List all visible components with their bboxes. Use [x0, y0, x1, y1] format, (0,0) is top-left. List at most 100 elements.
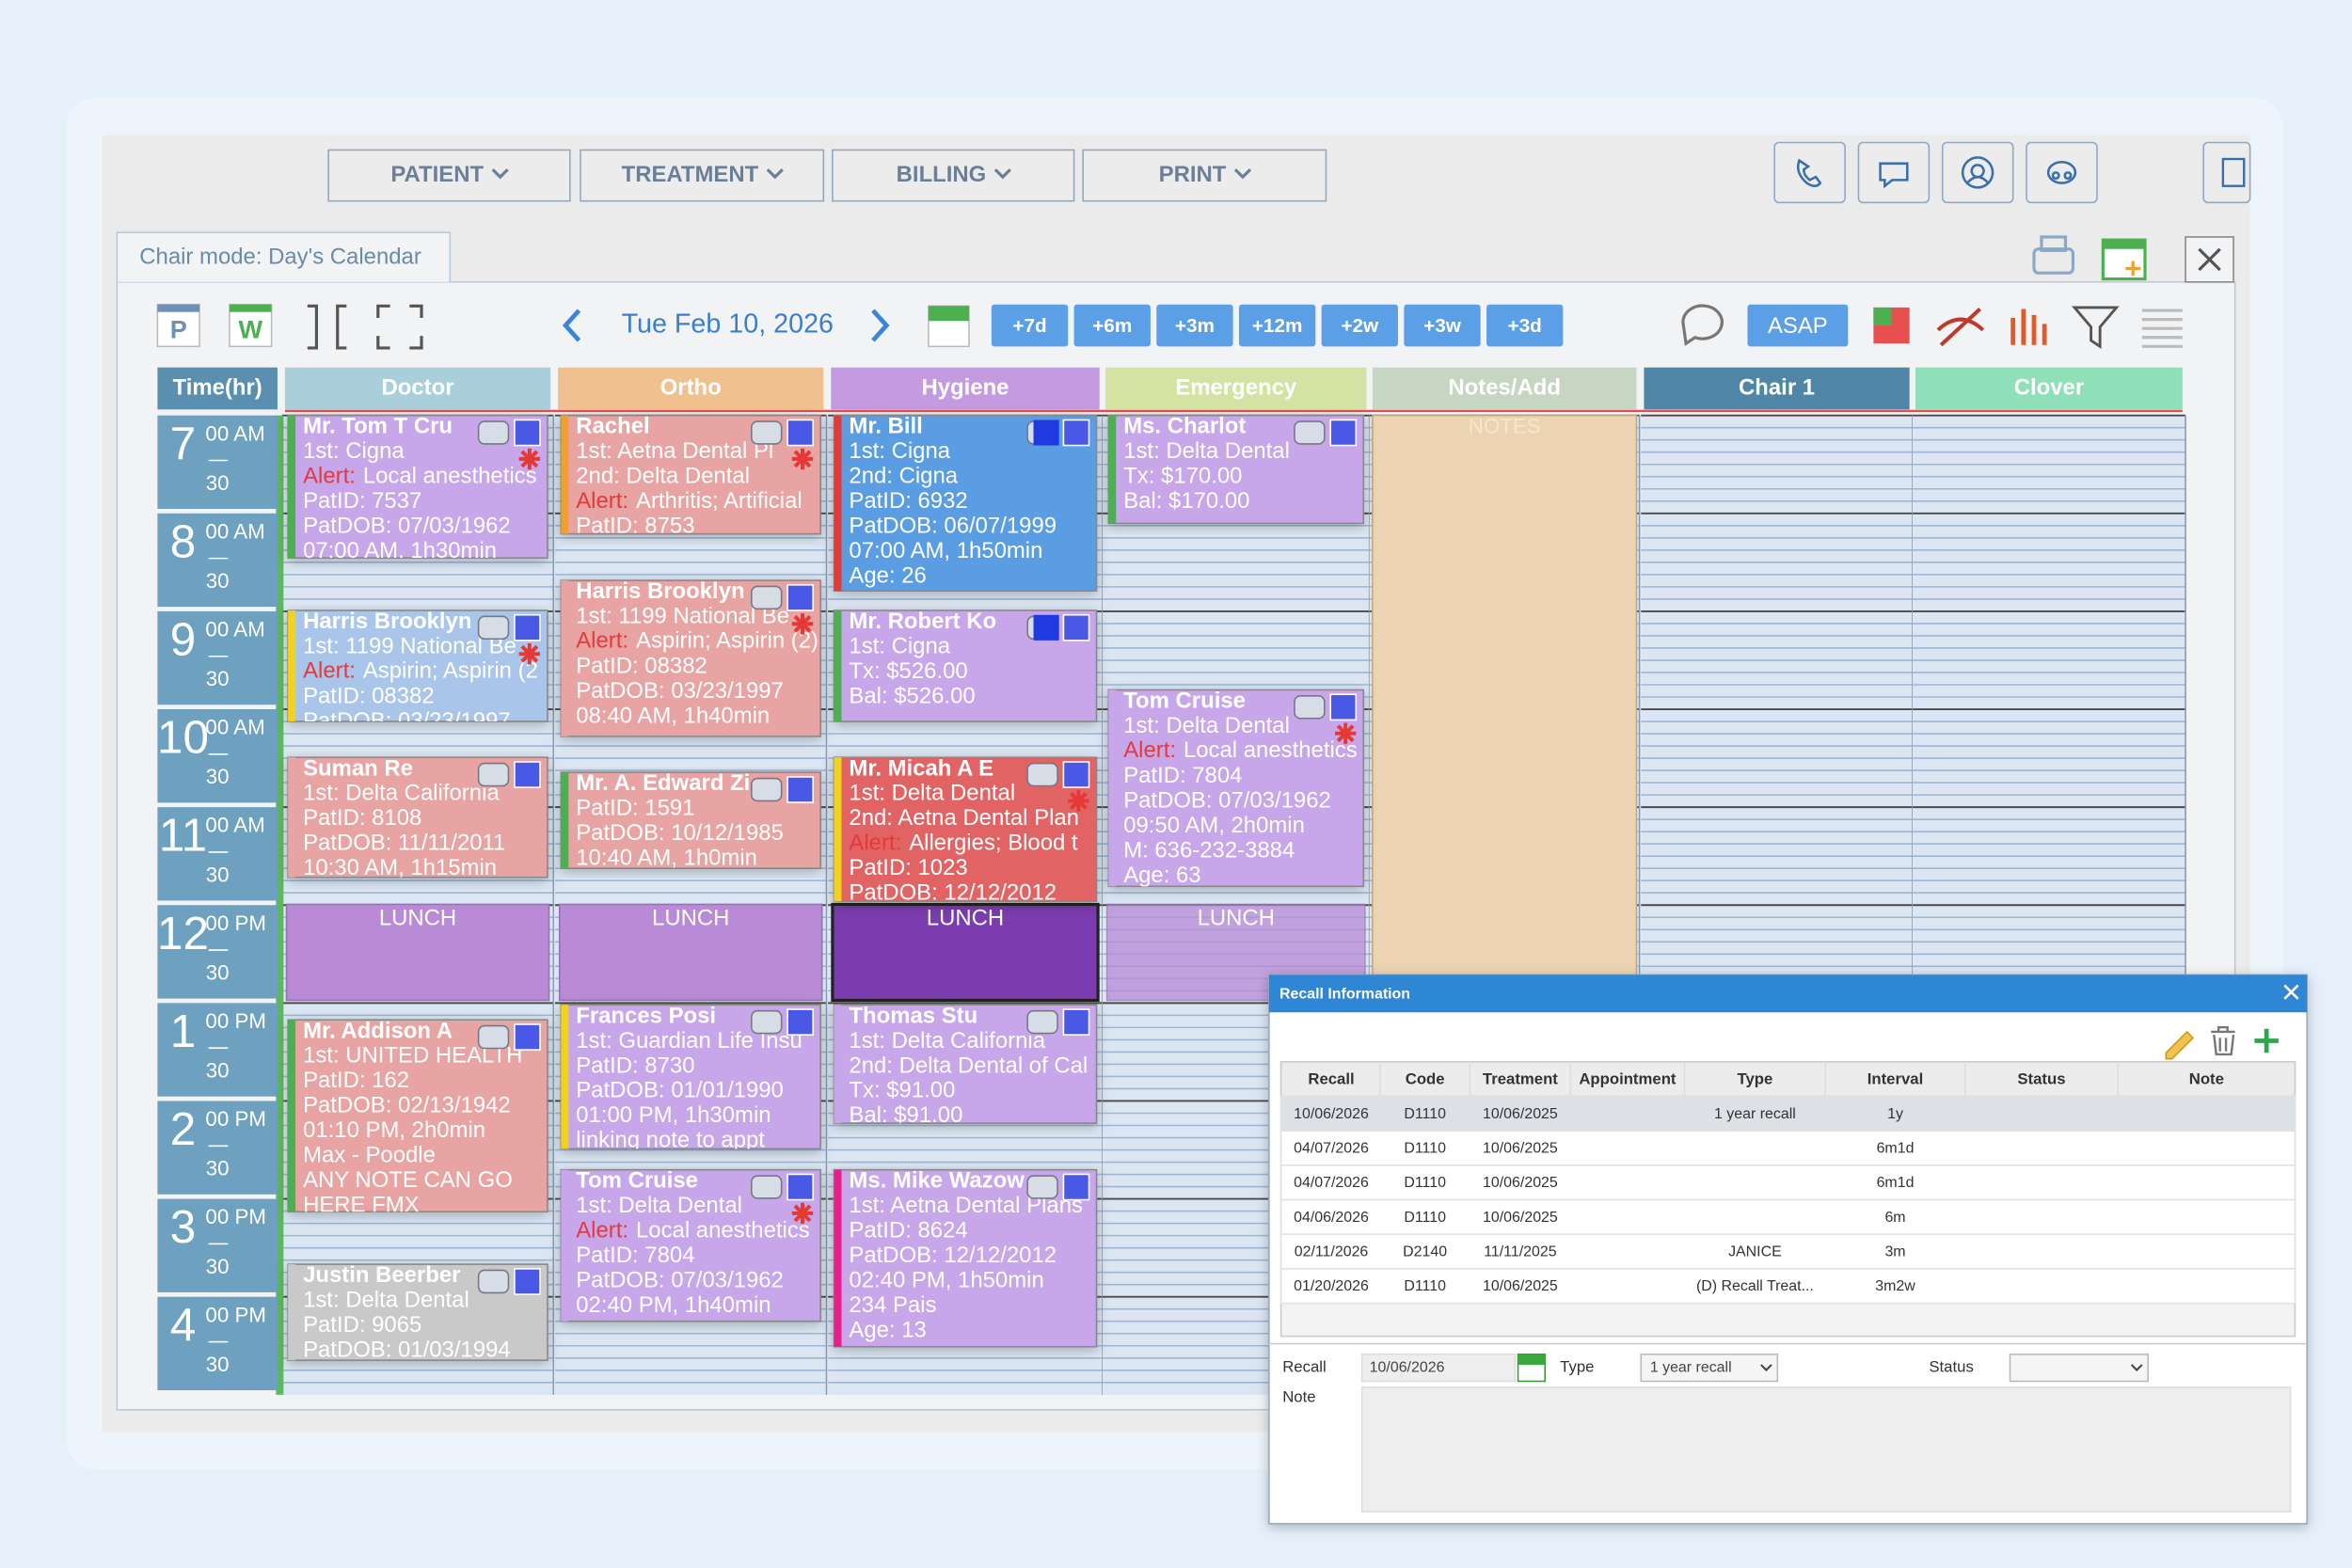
table-cell: 02/11/2026 — [1295, 1244, 1369, 1260]
form-label: Note — [1282, 1387, 1315, 1405]
prev-arrow[interactable] — [562, 309, 581, 342]
add-icon[interactable] — [2254, 1028, 2279, 1053]
list-icon[interactable] — [2141, 309, 2183, 348]
top-icon-button[interactable] — [1857, 141, 1931, 204]
table-cell: 1y — [1887, 1106, 1903, 1122]
recall-input[interactable] — [1360, 1353, 1517, 1383]
appointment-title: Suman Re — [303, 755, 413, 781]
dialog-title: Recall Information — [1279, 986, 1410, 1002]
appointment-title: Tom Cruise — [576, 1168, 698, 1194]
appointment-bar — [1108, 689, 1117, 887]
column-header[interactable] — [1915, 367, 2183, 410]
status-icon — [787, 419, 814, 447]
hour-number: 7 — [170, 418, 196, 469]
column-header[interactable] — [284, 367, 551, 410]
column-header[interactable] — [831, 367, 1100, 410]
menu-button[interactable]: BILLING — [832, 149, 1075, 202]
jump-button[interactable]: +6m — [1073, 304, 1151, 347]
filter-icon[interactable] — [2071, 306, 2120, 350]
expand-icon[interactable] — [376, 304, 423, 350]
status-icon — [514, 419, 541, 447]
table-row[interactable] — [1279, 1268, 2296, 1305]
hour-block — [157, 709, 278, 803]
alert-tag: Alert: — [303, 464, 356, 489]
appointment-line: 07:00 AM, 1h30min — [303, 538, 497, 563]
half-hour: 30 — [206, 765, 230, 788]
jump-button[interactable]: +7d — [991, 304, 1069, 347]
hour-suffix: 00 PM — [205, 1107, 266, 1131]
hour-block — [157, 1003, 278, 1097]
appointment-line: HERE FMX — [303, 1193, 420, 1218]
asap-button[interactable]: ASAP — [1747, 304, 1849, 347]
appointment-bar — [834, 757, 842, 902]
appointment-title: Harris Brooklyn — [303, 609, 471, 634]
bracket-icon[interactable] — [307, 304, 347, 350]
menu-button[interactable]: PRINT — [1082, 149, 1327, 202]
appointment-line: 01:00 PM, 1h30min — [576, 1102, 771, 1128]
side-icon[interactable] — [2202, 141, 2251, 204]
table-row[interactable] — [1279, 1233, 2296, 1270]
dialog-close[interactable] — [2283, 984, 2299, 1000]
edit-icon[interactable] — [2165, 1030, 2195, 1060]
column-header[interactable] — [157, 367, 278, 410]
note-textarea[interactable] — [1360, 1386, 2292, 1513]
appointment-alert: Alert: Allergies; Blood t — [849, 831, 1078, 856]
jump-button[interactable]: +12m — [1238, 304, 1316, 347]
top-icon-button[interactable] — [2026, 141, 2098, 204]
eye-off-icon[interactable] — [1936, 308, 1985, 347]
status-select[interactable] — [2009, 1353, 2149, 1383]
chart-icon[interactable] — [2010, 309, 2047, 345]
type-select[interactable] — [1640, 1353, 1779, 1383]
appointment-line: PatDOB: 03/23/1997 — [303, 708, 511, 734]
jump-button[interactable]: +3m — [1156, 304, 1233, 347]
hour-number: 2 — [170, 1103, 196, 1155]
jump-bg — [1156, 304, 1233, 347]
menu-button[interactable]: PATIENT — [327, 149, 571, 202]
table-row[interactable] — [1279, 1164, 2296, 1201]
jump-button[interactable]: +3w — [1404, 304, 1481, 347]
next-arrow[interactable] — [871, 309, 890, 342]
top-icon-button[interactable] — [1773, 141, 1846, 204]
jump-button[interactable]: +3d — [1486, 304, 1564, 347]
icon-bg — [1941, 141, 2014, 204]
tab[interactable] — [116, 231, 452, 282]
appointment-line: PatDOB: 11/11/2011 — [303, 831, 505, 856]
column-header[interactable] — [558, 367, 824, 410]
jump-button[interactable]: +2w — [1321, 304, 1398, 347]
eye-icon — [1026, 762, 1058, 787]
column-header[interactable] — [1644, 367, 1910, 410]
delete-icon[interactable] — [2211, 1025, 2235, 1056]
menu-label: PATIENT — [390, 162, 484, 187]
half-hour: 30 — [206, 667, 230, 690]
column-header[interactable] — [1372, 367, 1637, 410]
status-icon — [787, 1173, 814, 1201]
column-header[interactable] — [1105, 367, 1367, 410]
view-toggle[interactable]: P — [156, 303, 200, 348]
table-cell: 04/06/2026 — [1294, 1210, 1369, 1226]
menu-button[interactable]: TREATMENT — [580, 149, 825, 202]
table-row[interactable] — [1279, 1095, 2296, 1132]
appointment-line: PatDOB: 01/03/1994 — [303, 1338, 511, 1363]
chat-icon[interactable] — [1681, 304, 1724, 346]
view-toggle[interactable]: W — [229, 303, 273, 348]
side-icon-glyph — [2221, 157, 2246, 187]
status-icon — [514, 1268, 541, 1295]
top-icon-button[interactable] — [1941, 141, 2014, 204]
